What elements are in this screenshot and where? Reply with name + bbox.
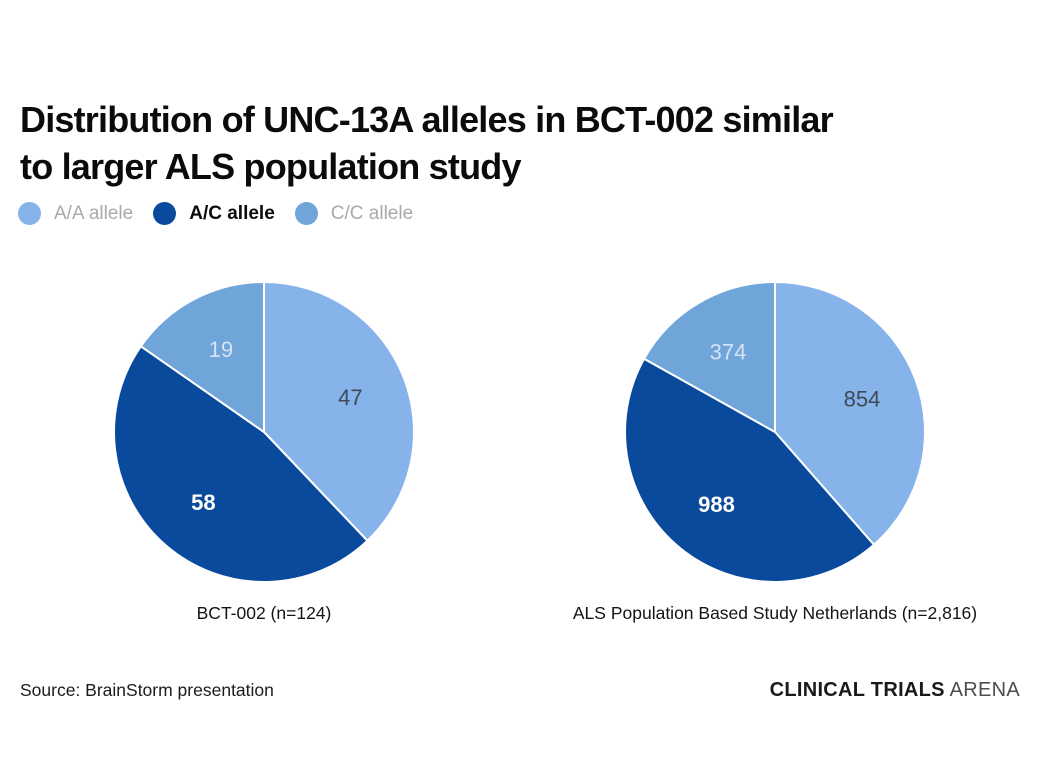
legend-item-aa-allele: A/A allele — [18, 202, 133, 225]
source-text: Source: BrainStorm presentation — [20, 680, 274, 700]
pie-svg-als-population: 854 988 374 — [624, 281, 926, 583]
chart-caption-bct-002: BCT-002 (n=124) — [196, 603, 332, 623]
pie-value-label: 988 — [698, 492, 735, 517]
pie-value-label: 854 — [844, 387, 881, 412]
legend-swatch-aa-allele-icon — [18, 202, 41, 225]
pie-value-label: 19 — [209, 337, 233, 362]
legend-item-ac-allele: A/C allele — [153, 202, 275, 225]
pie-value-label: 58 — [191, 490, 215, 515]
brand-logo: CLINICAL TRIALS ARENA — [770, 679, 1020, 702]
pie-chart-bct-002: 47 58 19 — [112, 280, 416, 584]
pie-value-label: 374 — [710, 339, 747, 364]
legend-swatch-cc-allele-icon — [294, 202, 318, 225]
brand-clinical-trials: CLINICAL TRIALS — [769, 679, 945, 701]
pie-slice-a-c-allele — [113, 345, 369, 583]
legend: A/A allele A/C allele C/C allele — [18, 202, 413, 225]
pie-slice-a-a-allele — [774, 281, 926, 546]
chart-caption-als-population: ALS Population Based Study Netherlands (… — [572, 603, 978, 623]
title-line-1: Distribution of UNC-13A alleles in BCT-0… — [20, 99, 834, 140]
brand-arena: ARENA — [949, 679, 1020, 701]
pie-slice-a-a-allele — [263, 281, 415, 542]
pie-slice-c-c-allele — [643, 281, 776, 433]
legend-item-cc-allele: C/C allele — [294, 202, 414, 225]
pie-slice-c-c-allele — [139, 281, 265, 433]
pie-svg-bct-002: 47 58 19 — [113, 281, 415, 583]
legend-label-ac-allele: A/C allele — [189, 202, 275, 224]
pie-slice-a-c-allele — [624, 357, 875, 583]
legend-label-aa-allele: A/A allele — [54, 202, 134, 224]
title-line-2: to larger ALS population study — [20, 146, 521, 187]
legend-swatch-ac-allele-icon — [153, 202, 177, 225]
pie-chart-als-population: 854 988 374 — [623, 280, 927, 584]
legend-label-cc-allele: C/C allele — [330, 202, 414, 224]
page-title: Distribution of UNC-13A alleles in BCT-0… — [20, 96, 1010, 190]
pie-value-label: 47 — [338, 385, 362, 410]
